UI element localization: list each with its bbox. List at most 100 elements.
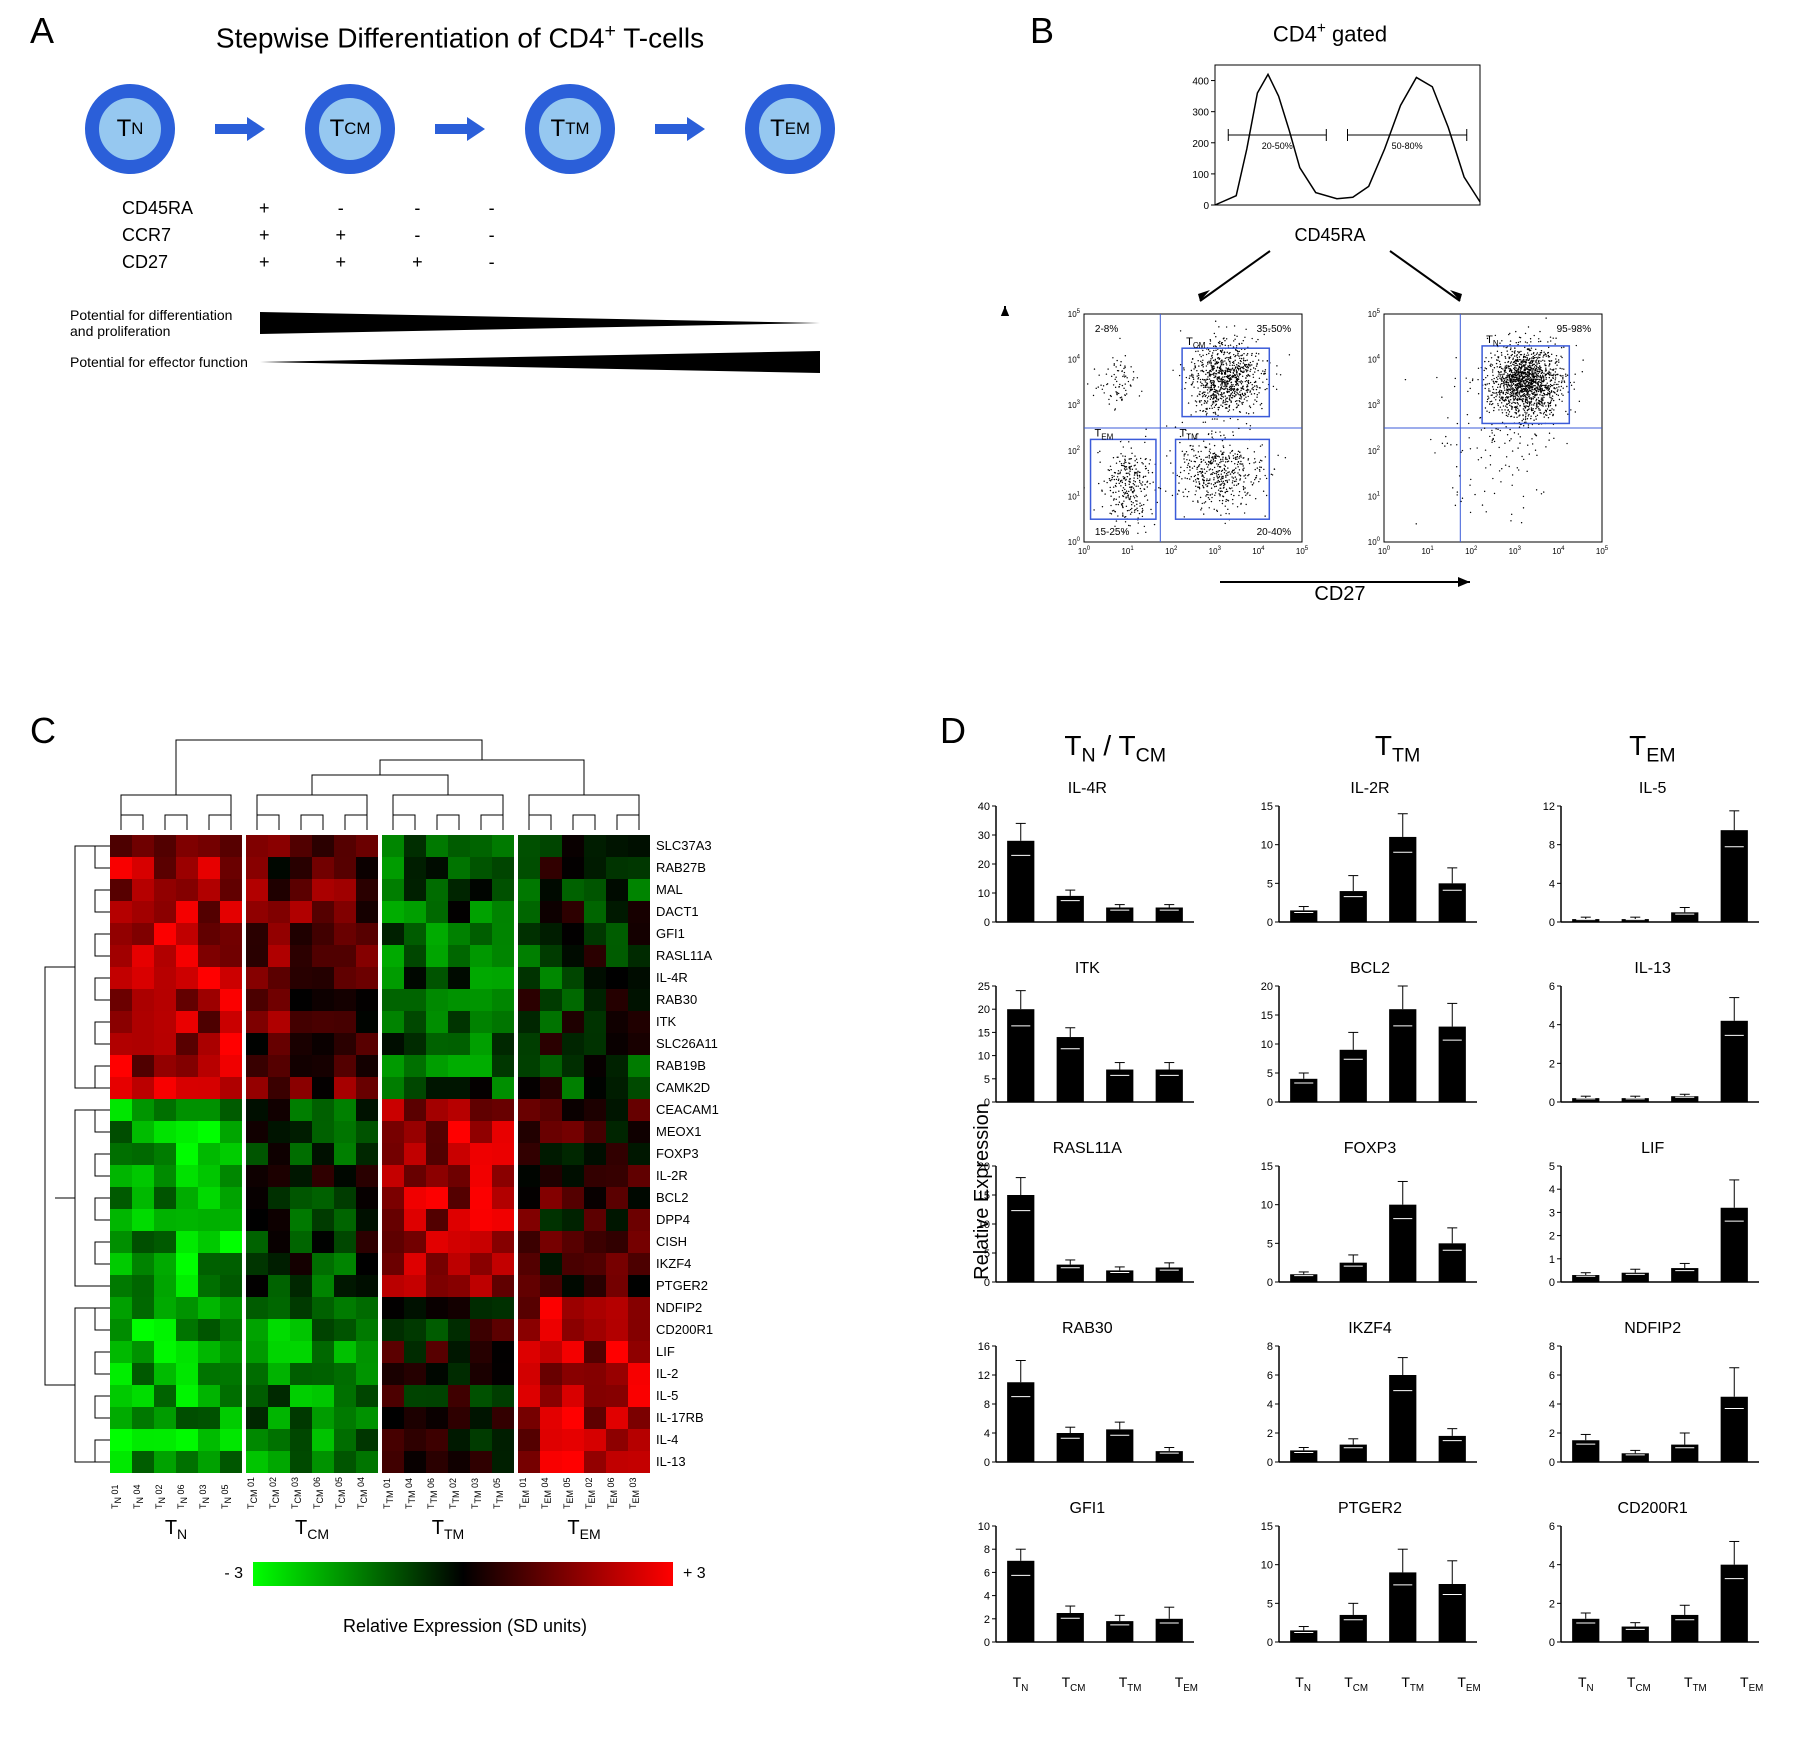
heatmap-block-T_CM (246, 835, 378, 1473)
panel-a-title: Stepwise Differentiation of CD4+ T-cells (50, 20, 870, 54)
svg-text:3: 3 (1549, 1207, 1555, 1219)
hm-cell (382, 1319, 404, 1341)
hm-cell (426, 1055, 448, 1077)
hm-cell (154, 1011, 176, 1033)
hm-cell (404, 879, 426, 901)
hm-cell (198, 1319, 220, 1341)
gene-label: CD200R1 (656, 1319, 719, 1341)
hm-cell (382, 1341, 404, 1363)
svg-text:4: 4 (1549, 1399, 1555, 1411)
svg-text:15: 15 (978, 1027, 990, 1039)
col-label: TCM 06 (312, 1477, 334, 1509)
hm-cell (426, 1121, 448, 1143)
hm-cell (334, 1011, 356, 1033)
hm-cell (334, 835, 356, 857)
svg-text:105: 105 (1596, 546, 1609, 556)
hm-cell (426, 1253, 448, 1275)
mini-chart-FOXP3: FOXP3051015 (1243, 1140, 1498, 1310)
hm-cell (426, 1451, 448, 1473)
x-axis-label: CD27 (1314, 583, 1365, 602)
mini-title: RASL11A (960, 1140, 1215, 1158)
hm-cell (628, 1209, 650, 1231)
d-xlabels: TNTCMTTMTEM (1243, 1674, 1498, 1694)
mini-chart-LIF: LIF012345 (1525, 1140, 1780, 1310)
svg-text:100: 100 (1068, 537, 1081, 547)
hm-cell (312, 1165, 334, 1187)
hm-cell (176, 1011, 198, 1033)
hm-cell (110, 1297, 132, 1319)
hm-cell (246, 1231, 268, 1253)
svg-text:104: 104 (1252, 546, 1265, 556)
hm-cell (290, 879, 312, 901)
hm-cell (628, 1121, 650, 1143)
hm-cell (246, 1121, 268, 1143)
hm-cell (154, 1077, 176, 1099)
mini-chart-IKZF4: IKZF402468 (1243, 1320, 1498, 1490)
hm-cell (220, 1143, 242, 1165)
hm-cell (404, 835, 426, 857)
hm-cell (404, 857, 426, 879)
svg-text:6: 6 (1549, 1370, 1555, 1382)
arrow-icon (435, 117, 485, 141)
svg-text:0: 0 (984, 1277, 990, 1289)
hm-cell (562, 835, 584, 857)
hm-cell (448, 1077, 470, 1099)
hm-cell (606, 1451, 628, 1473)
hm-cell (540, 835, 562, 857)
hm-cell (404, 1429, 426, 1451)
hm-cell (110, 1275, 132, 1297)
hm-cell (220, 1187, 242, 1209)
hm-cell (312, 901, 334, 923)
hm-cell (220, 879, 242, 901)
hm-cell (356, 901, 378, 923)
hm-cell (492, 835, 514, 857)
hm-cell (470, 1077, 492, 1099)
hm-cell (290, 1231, 312, 1253)
hm-cell (470, 1231, 492, 1253)
mini-title: ITK (960, 960, 1215, 978)
hm-cell (628, 1231, 650, 1253)
marker-val: - (380, 223, 455, 248)
hm-cell (584, 1319, 606, 1341)
hm-cell (404, 923, 426, 945)
gene-label: IL-4R (656, 967, 719, 989)
marker-val: + (227, 250, 302, 275)
hm-cell (268, 1385, 290, 1407)
hm-cell (628, 1077, 650, 1099)
col-label: TTM 05 (492, 1477, 514, 1509)
hm-cell (198, 1363, 220, 1385)
hm-cell (584, 1099, 606, 1121)
cell-T_CM: TCM (305, 84, 395, 174)
hm-cell (584, 1231, 606, 1253)
hm-cell (426, 1143, 448, 1165)
hm-cell (404, 1011, 426, 1033)
svg-text:100: 100 (1078, 546, 1091, 556)
hm-cell (562, 1121, 584, 1143)
hm-cell (220, 945, 242, 967)
hm-cell (382, 901, 404, 923)
hm-cell (518, 945, 540, 967)
hm-cell (404, 1231, 426, 1253)
hm-cell (540, 1055, 562, 1077)
hm-cell (606, 1385, 628, 1407)
hm-cell (540, 1451, 562, 1473)
hm-cell (246, 1275, 268, 1297)
hm-cell (246, 1209, 268, 1231)
hm-cell (198, 989, 220, 1011)
panel-c: SLC37A3RAB27BMALDACT1GFI1RASL11AIL-4RRAB… (40, 730, 890, 1637)
svg-text:4: 4 (984, 1590, 990, 1602)
hm-cell (448, 1451, 470, 1473)
hm-cell (382, 879, 404, 901)
hm-cell (246, 1099, 268, 1121)
hm-cell (176, 1209, 198, 1231)
hm-cell (356, 1319, 378, 1341)
hm-cell (312, 879, 334, 901)
hm-cell (334, 901, 356, 923)
hm-cell (198, 1429, 220, 1451)
svg-text:5: 5 (1549, 1161, 1555, 1173)
mini-title: IL-4R (960, 780, 1215, 798)
hm-cell (518, 1055, 540, 1077)
hm-cell (246, 835, 268, 857)
hm-cell (426, 1165, 448, 1187)
hm-cell (198, 1407, 220, 1429)
